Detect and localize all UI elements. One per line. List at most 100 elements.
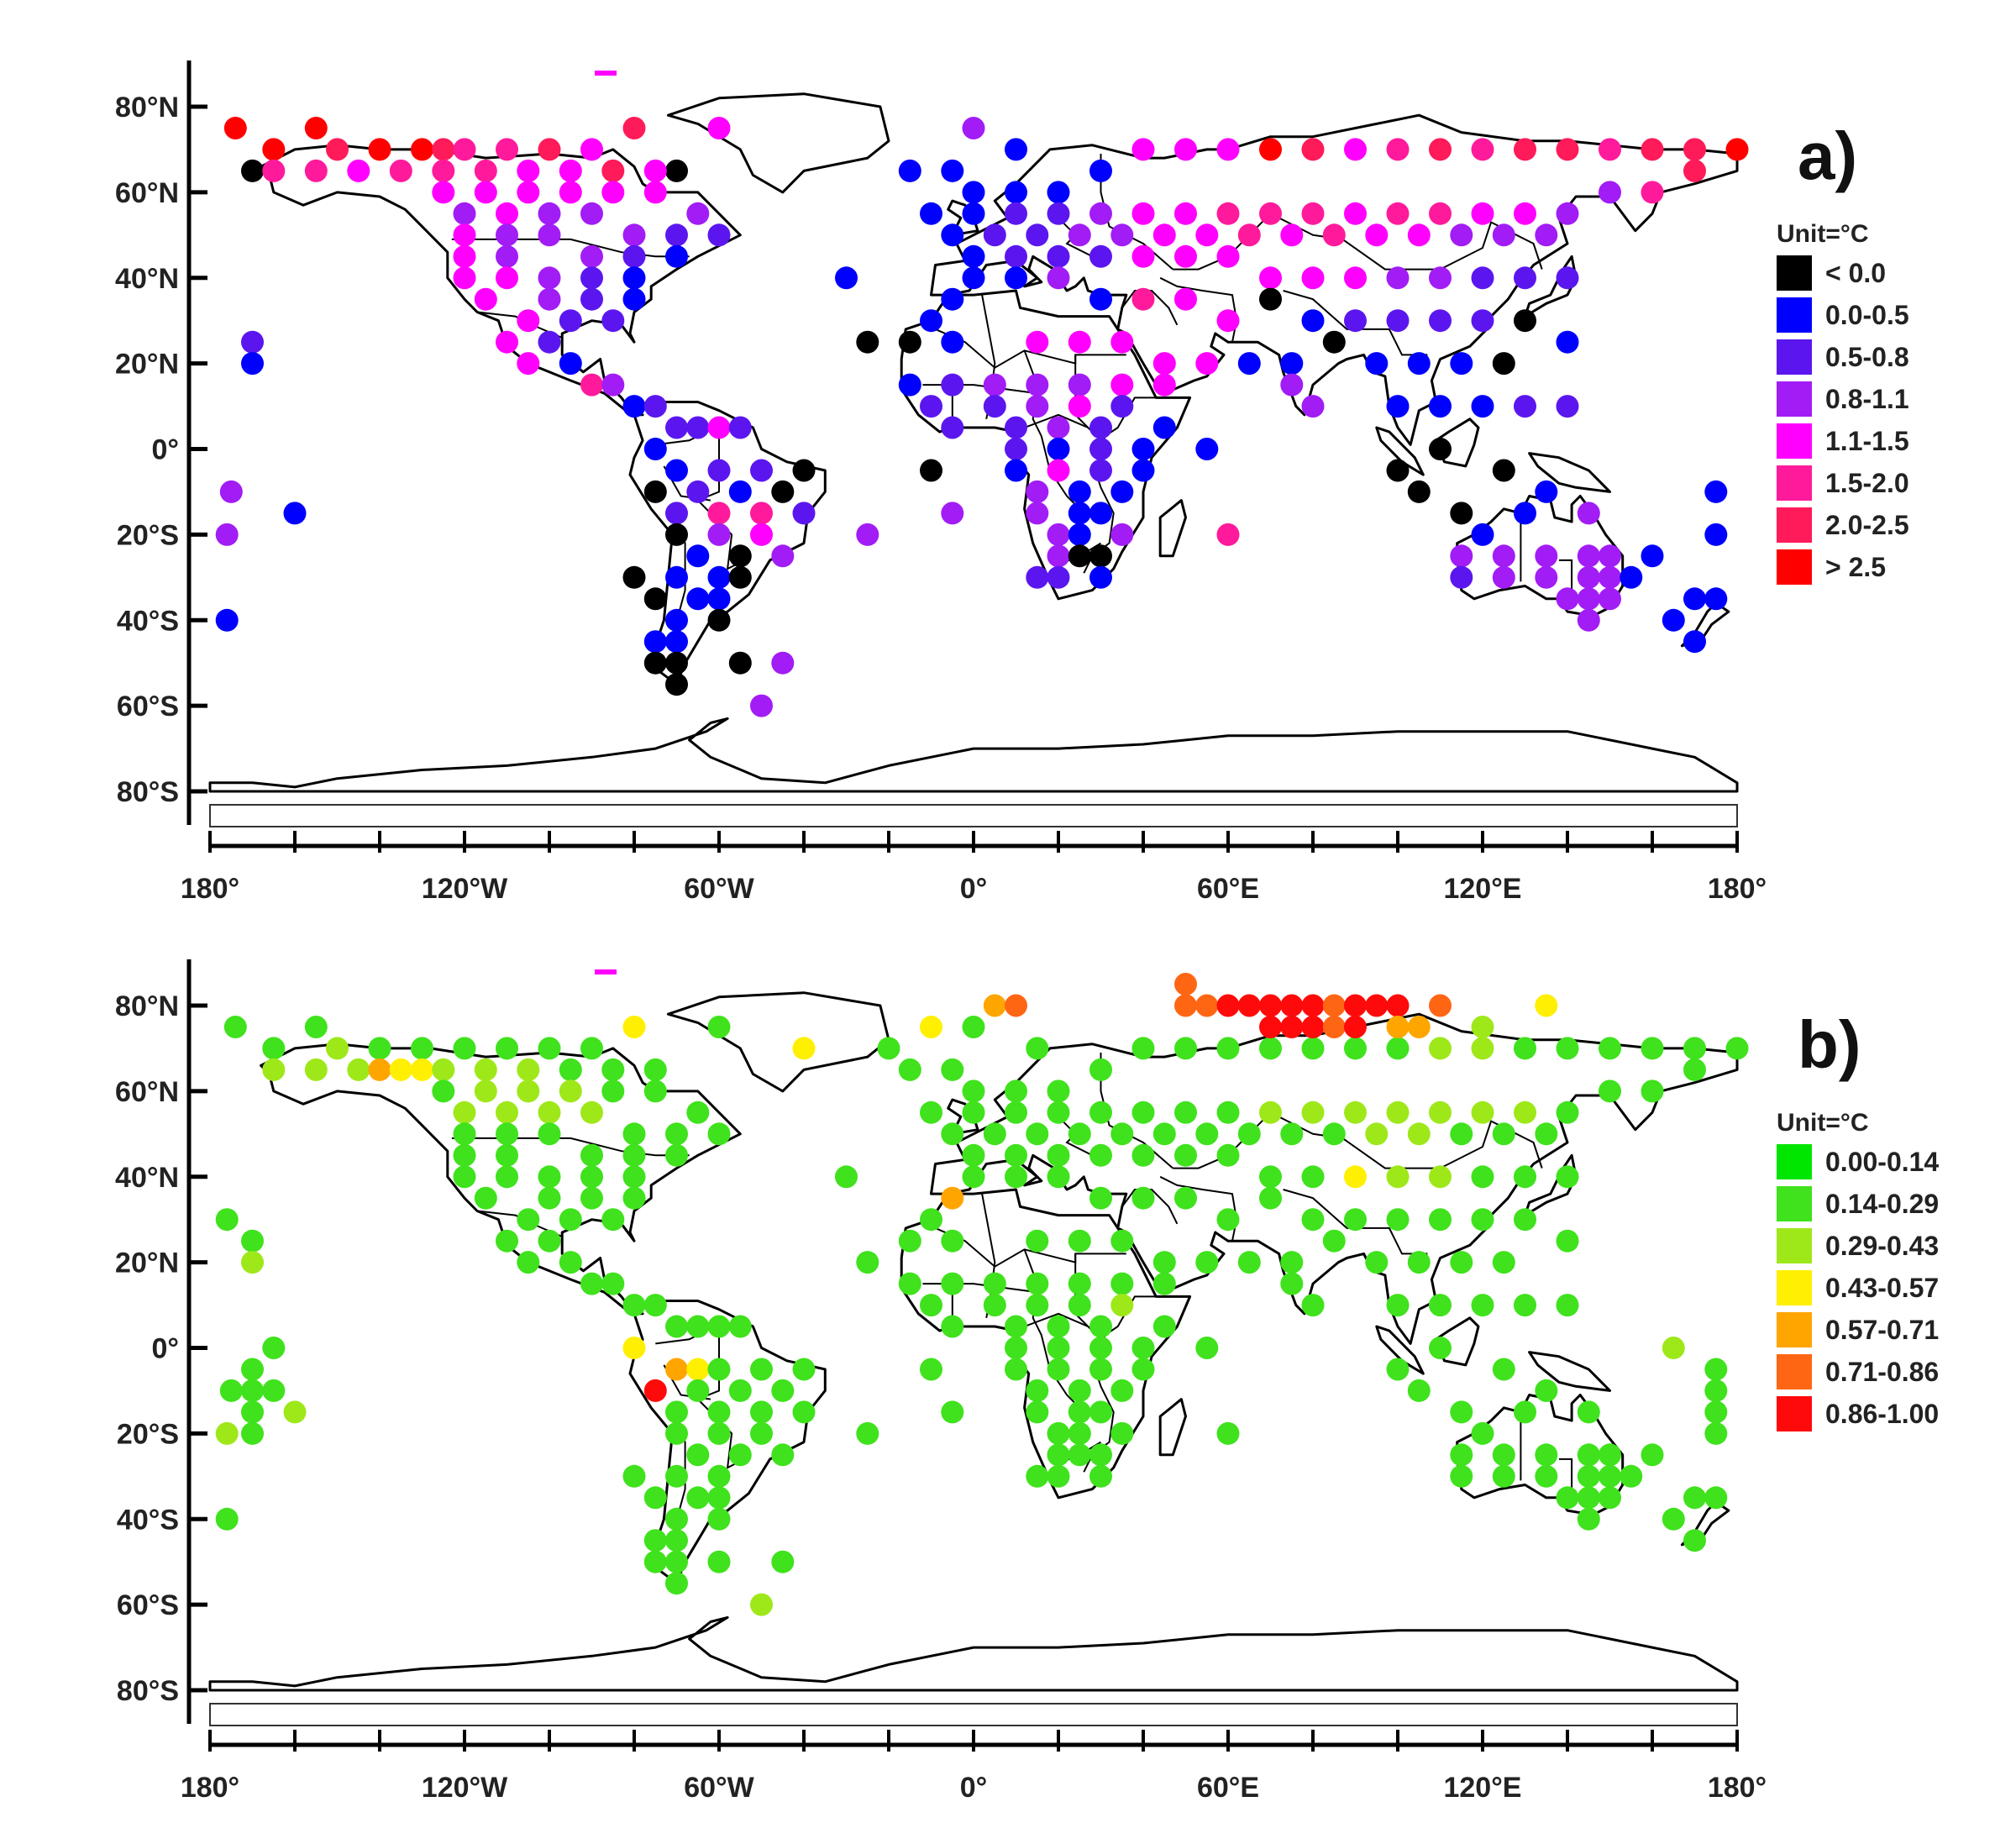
borneo-outline [1435,1316,1480,1367]
grid-point [1068,544,1091,568]
grid-point [1514,138,1536,161]
grid-point [665,1507,688,1531]
grid-point [707,1421,731,1445]
grid-point [835,1165,858,1189]
grid-point [1280,1122,1304,1146]
grid-point [707,608,731,632]
grid-point [1450,565,1473,589]
x-tick-label: 60°E [1197,873,1259,905]
antarctica-outline [208,717,1739,793]
country-border [451,1137,690,1157]
grid-point [411,1037,433,1060]
grid-point [601,1208,625,1232]
legend-item: 0.8-1.1 [1777,378,1909,420]
grid-point [686,202,710,225]
grid-point [517,1208,540,1232]
grid-point [1047,1315,1070,1338]
grid-point [517,309,540,333]
panel-b: 80°N 60°N 40°N 20°N 0° 20°S 40°S 60°S 80°S 180° 12… [0,899,2016,1813]
grid-point [1704,523,1728,546]
grid-point [1407,223,1431,247]
polar-band [209,1703,1738,1726]
grid-point [665,1358,688,1381]
grid-point [707,1315,731,1338]
x-tick-label: 120°W [422,1772,508,1804]
grid-point [1174,1037,1197,1060]
grid-point [941,1272,964,1295]
grid-point [411,1058,433,1081]
grid-point [941,1122,964,1146]
grid-point [643,395,667,418]
grid-point [686,1315,710,1338]
grid-point [1471,1294,1494,1317]
grid-point [1110,480,1134,503]
new-guinea-outline [1528,1351,1611,1392]
grid-point [1492,1443,1515,1467]
grid-point [215,608,239,632]
grid-point [643,1379,667,1402]
grid-point [1259,1165,1282,1189]
grid-point [1110,1272,1134,1295]
grid-point [1047,1143,1070,1167]
grid-point [1152,1122,1176,1146]
grid-point [1089,502,1112,525]
grid-point [1005,202,1027,225]
country-border [451,238,690,258]
polar-band [209,804,1738,827]
grid-point [643,651,667,675]
grid-point [728,1443,752,1467]
grid-point [1365,1122,1389,1146]
grid-point [643,1486,667,1510]
grid-point [1344,266,1367,290]
grid-point [368,1037,391,1060]
grid-points [215,973,1749,1616]
grid-point [920,1016,942,1038]
grid-point [1577,1464,1600,1488]
legend: Unit=°C 0.00-0.14 0.14-0.29 0.29-0.43 0.43-… [1777,1109,1939,1435]
grid-point [1450,1251,1473,1274]
grid-point [898,330,921,354]
grid-point [1492,1464,1515,1488]
grid-point [622,266,646,290]
grid-point [474,1058,497,1081]
grid-point [601,373,625,397]
grid-point [707,1400,731,1424]
grid-point [1089,1400,1112,1424]
grid-point [877,1037,900,1060]
grid-point [856,330,879,354]
grid-point [1662,1337,1685,1359]
grid-point [1725,138,1749,161]
grid-point [1216,1421,1240,1445]
grid-point [262,1379,286,1402]
grid-point [750,694,773,717]
grid-point [432,1058,455,1081]
grid-point [1471,266,1494,290]
grid-point [1492,459,1515,482]
grid-point [1280,1251,1304,1274]
grid-point [1089,202,1112,225]
grid-point [771,651,795,675]
grid-point [1026,502,1049,525]
grid-point [1152,373,1176,397]
grid-point [1131,1143,1155,1167]
panel-label: a) [1798,118,1858,193]
grid-point [1322,1229,1346,1253]
legend-swatch [1777,1186,1812,1221]
grid-point [262,1058,286,1081]
grid-point [1237,994,1261,1017]
grid-point [686,480,710,503]
grid-point [559,1208,582,1232]
grid-point [1259,1016,1282,1038]
grid-point [1089,1337,1112,1359]
grid-point [1301,1165,1325,1189]
grid-point [686,587,710,611]
grid-point [1259,287,1282,311]
grid-point [474,181,497,204]
legend-swatch [1777,1354,1812,1389]
grid-point [1195,1122,1219,1146]
grid-point [643,1294,667,1317]
grid-point [1577,565,1600,589]
grid-point [1005,138,1027,161]
grid-point [453,1100,476,1124]
grid-point [622,1143,646,1167]
